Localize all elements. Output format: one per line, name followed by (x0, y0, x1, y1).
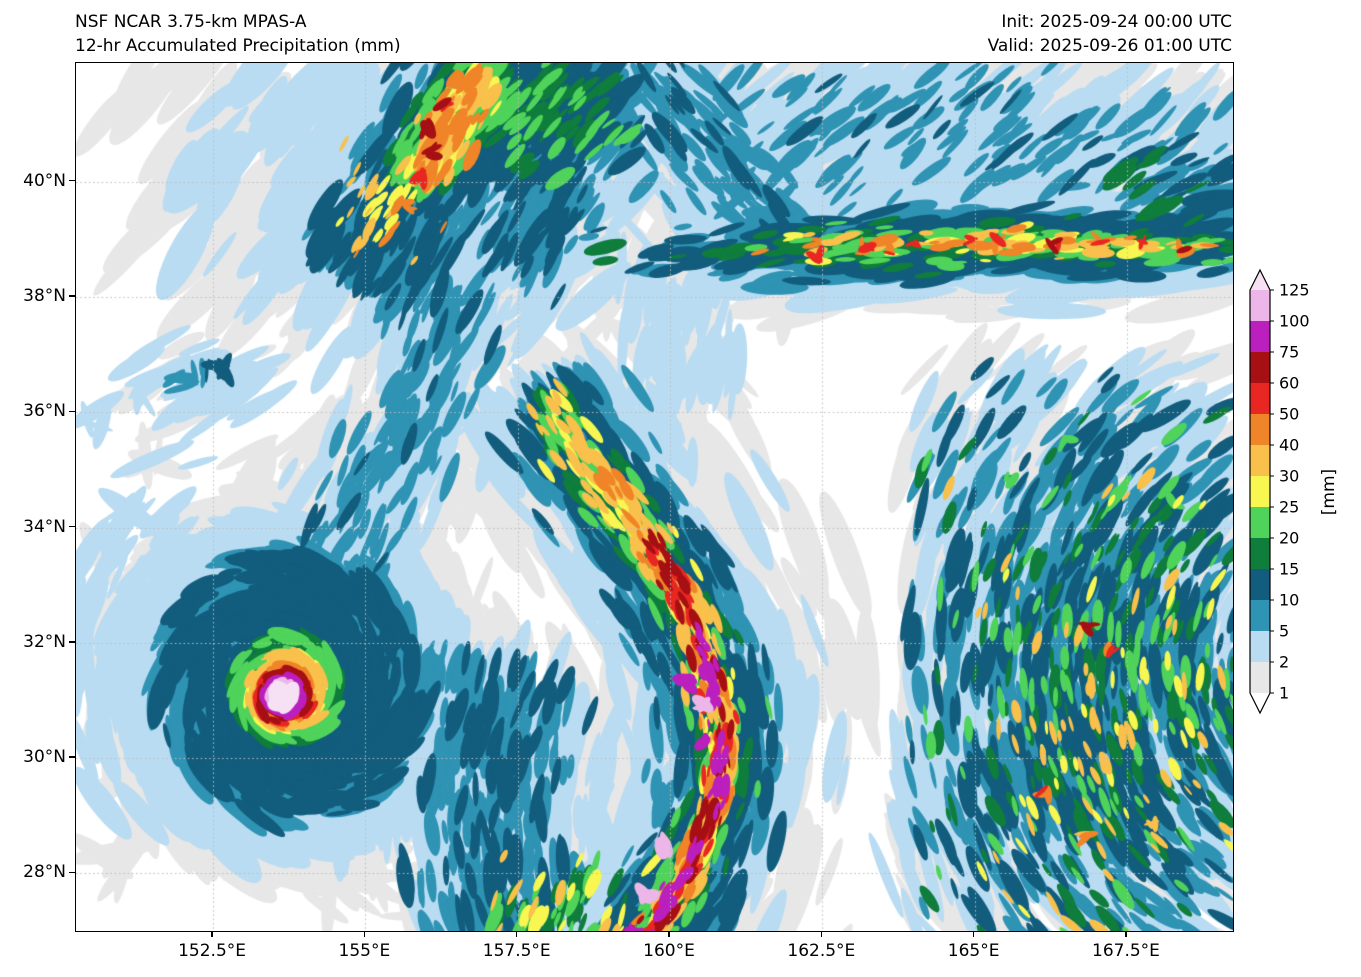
y-tick-label: 28°N (23, 862, 66, 883)
colorbar-segment (1250, 414, 1270, 446)
x-tick-label: 167.5°E (1092, 941, 1160, 961)
colorbar-segment (1250, 507, 1270, 539)
colorbar-tick-label: 60 (1279, 374, 1299, 393)
y-tick-mark (69, 295, 75, 297)
colorbar-segment (1250, 600, 1270, 632)
x-tick-label: 152.5°E (178, 941, 247, 961)
y-tick-label: 40°N (23, 170, 66, 191)
field-title: 12-hr Accumulated Precipitation (mm) (75, 36, 401, 56)
precip-canvas (76, 63, 1233, 931)
colorbar-tick-label: 40 (1279, 436, 1299, 455)
init-time-label: Init: 2025-09-24 00:00 UTC (1001, 12, 1232, 32)
colorbar-segment (1250, 321, 1270, 353)
y-tick-mark (69, 180, 75, 182)
colorbar-tick-label: 75 (1279, 343, 1299, 362)
colorbar-segment (1250, 662, 1270, 694)
colorbar-tick-label: 10 (1279, 591, 1299, 610)
y-tick-label: 34°N (23, 516, 66, 537)
x-tick-mark (363, 931, 366, 938)
x-tick-label: 165°E (947, 941, 1000, 961)
y-tick-mark (69, 756, 75, 758)
x-tick-mark (668, 931, 670, 938)
colorbar-segment (1250, 445, 1270, 477)
colorbar: 125 100 75 60 50 40 30 25 20 15 10 5 2 1 (1249, 268, 1310, 715)
y-tick-mark (69, 871, 75, 874)
colorbar-tick-label: 15 (1279, 560, 1299, 579)
colorbar-segment (1250, 538, 1270, 570)
colorbar-tick-label: 20 (1279, 529, 1299, 548)
x-tick-label: 155°E (338, 941, 391, 961)
title-block-right: Init: 2025-09-24 00:00 UTC Valid: 2025-0… (988, 10, 1232, 58)
x-tick-label: 162.5°E (787, 941, 856, 961)
y-tick-mark (69, 525, 75, 528)
colorbar-segment (1250, 352, 1270, 384)
map-plot-area (75, 62, 1234, 932)
x-tick-mark (1125, 931, 1127, 938)
y-tick-label: 30°N (23, 747, 66, 768)
colorbar-segment (1250, 290, 1270, 322)
valid-time-label: Valid: 2025-09-26 01:00 UTC (987, 36, 1232, 56)
colorbar-tick-label: 50 (1279, 405, 1299, 424)
title-block-left: NSF NCAR 3.75-km MPAS-A 12-hr Accumulate… (75, 10, 401, 58)
colorbar-tick-label: 30 (1279, 467, 1299, 486)
colorbar-tick-label: 125 (1279, 281, 1310, 300)
x-tick-mark (211, 931, 213, 938)
y-tick-mark (69, 410, 75, 412)
x-tick-mark (972, 931, 975, 938)
colorbar-tick-label: 25 (1279, 498, 1299, 517)
colorbar-segment (1250, 383, 1270, 415)
colorbar-over-arrow (1250, 270, 1270, 290)
colorbar-segment (1250, 476, 1270, 508)
x-tick-mark (516, 931, 518, 938)
x-tick-mark (820, 931, 823, 938)
x-tick-label: 157.5°E (482, 941, 551, 961)
y-tick-label: 36°N (23, 401, 66, 422)
colorbar-tick-label: 2 (1279, 653, 1289, 672)
model-title: NSF NCAR 3.75-km MPAS-A (75, 12, 307, 32)
x-tick-label: 160°E (643, 941, 695, 961)
y-tick-mark (69, 641, 75, 643)
colorbar-unit-label: [mm] (1319, 468, 1339, 516)
y-tick-label: 38°N (23, 286, 66, 306)
y-tick-label: 32°N (23, 631, 66, 652)
colorbar-segment (1250, 631, 1270, 663)
colorbar-tick-label: 100 (1279, 312, 1310, 331)
colorbar-segment (1250, 569, 1270, 601)
colorbar-tick-label: 1 (1279, 684, 1289, 703)
colorbar-tick-label: 5 (1279, 622, 1289, 641)
colorbar-under-arrow (1250, 693, 1270, 713)
